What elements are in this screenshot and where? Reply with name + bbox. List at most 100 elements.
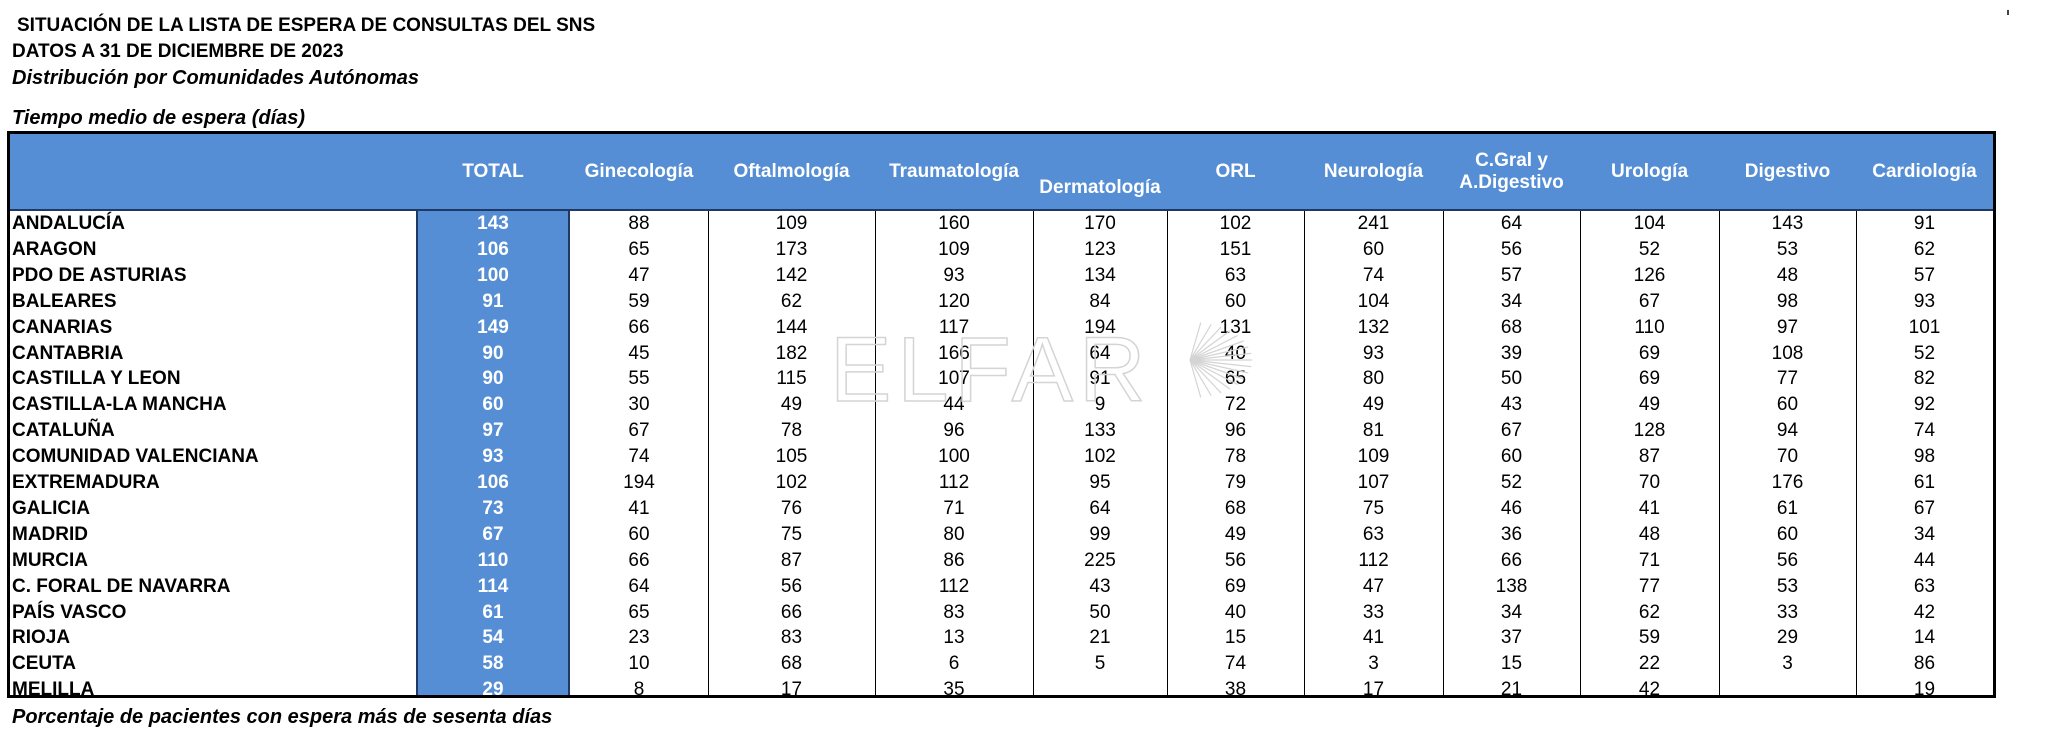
value-cell: 65	[1224, 368, 1247, 390]
table-row: GALICIA 73 41 76 71 64 68 75 46 41 61 67	[10, 496, 1993, 522]
column-divider	[1856, 211, 1857, 695]
value-cell: 63	[1362, 523, 1385, 545]
total-value: 110	[477, 549, 509, 571]
value-cell: 42	[1913, 601, 1936, 623]
value-cell: 34	[1500, 601, 1523, 623]
region-name: MADRID	[12, 523, 88, 545]
value-cell: 66	[780, 601, 803, 623]
value-cell: 128	[1633, 420, 1666, 442]
value-cell: 67	[1500, 420, 1523, 442]
value-cell: 66	[1500, 549, 1523, 571]
total-value: 97	[482, 420, 504, 442]
value-cell: 46	[1500, 497, 1523, 519]
value-cell: 142	[775, 264, 808, 286]
value-cell: 40	[1224, 601, 1247, 623]
column-header: Ginecología	[584, 160, 694, 182]
value-cell: 143	[1771, 213, 1804, 234]
value-cell: 40	[1224, 342, 1247, 364]
value-cell: 134	[1084, 264, 1116, 286]
value-cell: 112	[1358, 549, 1389, 571]
value-cell: 17	[780, 679, 803, 701]
table-row: EXTREMADURA 106 194 102 112 95 79 107 52 70 176 61	[10, 470, 1993, 496]
value-cell: 34	[1913, 523, 1936, 545]
value-cell: 88	[628, 213, 650, 234]
table-row: CEUTA 58 10 68 6 5 74 3 15 22 3 86	[10, 651, 1993, 677]
value-cell: 44	[1913, 549, 1936, 571]
value-cell: 83	[780, 627, 803, 649]
value-cell: 47	[1362, 575, 1385, 597]
value-cell: 64	[1500, 213, 1523, 234]
region-name: PDO DE ASTURIAS	[12, 264, 187, 286]
value-cell: 21	[1500, 679, 1523, 701]
total-value: 143	[477, 213, 509, 234]
region-name: ARAGON	[12, 238, 97, 260]
column-header: ORL	[1215, 160, 1256, 182]
value-cell: 176	[1771, 472, 1804, 493]
value-cell: 107	[1357, 472, 1390, 493]
value-cell: 34	[1500, 290, 1523, 312]
stray-mark	[2007, 10, 2009, 15]
value-cell: 45	[628, 342, 650, 364]
value-cell: 64	[628, 575, 650, 597]
value-cell: 49	[1224, 523, 1247, 545]
region-name: RIOJA	[12, 627, 71, 649]
value-cell: 70	[1776, 446, 1799, 468]
value-cell: 112	[938, 472, 970, 493]
value-cell: 108	[1771, 342, 1804, 364]
value-cell	[1719, 677, 1856, 703]
value-cell: 80	[943, 523, 965, 545]
table-row: PAÍS VASCO 61 65 66 83 50 40 33 34 62 33 42	[10, 600, 1993, 626]
value-cell: 48	[1776, 264, 1799, 286]
column-divider	[1033, 211, 1034, 695]
table-row: COMUNIDAD VALENCIANA 93 74 105 100 102 78 109 60…	[10, 444, 1993, 470]
value-cell: 107	[938, 368, 970, 390]
table-row: RIOJA 54 23 83 13 21 15 41 37 59 29 14	[10, 625, 1993, 651]
value-cell: 72	[1224, 394, 1247, 416]
value-cell: 59	[628, 290, 650, 312]
value-cell: 74	[1362, 264, 1385, 286]
region-name: MURCIA	[12, 549, 88, 571]
value-cell: 8	[633, 679, 645, 701]
total-value: 106	[477, 472, 509, 493]
value-cell: 115	[776, 368, 807, 390]
value-cell: 68	[1500, 316, 1523, 338]
value-cell: 96	[1224, 420, 1247, 442]
value-cell: 78	[1224, 446, 1247, 468]
value-cell: 98	[1776, 290, 1799, 312]
value-cell: 77	[1638, 575, 1661, 597]
value-cell: 62	[1913, 238, 1936, 260]
total-value: 100	[477, 264, 509, 286]
region-name: BALEARES	[12, 290, 117, 312]
value-cell: 78	[780, 420, 803, 442]
value-cell: 59	[1638, 627, 1661, 649]
value-cell: 87	[1638, 446, 1661, 468]
value-cell: 144	[775, 316, 808, 338]
value-cell: 95	[1089, 472, 1111, 493]
value-cell: 74	[1913, 420, 1936, 442]
value-cell: 101	[1908, 316, 1941, 338]
value-cell: 67	[1638, 290, 1661, 312]
value-cell: 47	[628, 264, 650, 286]
region-name: COMUNIDAD VALENCIANA	[12, 446, 259, 468]
value-cell: 241	[1357, 213, 1390, 234]
value-cell: 17	[1362, 679, 1385, 701]
value-cell: 109	[1357, 446, 1390, 468]
value-cell: 166	[938, 342, 970, 364]
table-row: MADRID 67 60 75 80 99 49 63 36 48 60 34	[10, 522, 1993, 548]
value-cell: 109	[775, 213, 808, 234]
total-value: 73	[482, 497, 504, 519]
value-cell: 112	[938, 575, 970, 597]
value-cell: 98	[1913, 446, 1936, 468]
value-cell: 97	[1776, 316, 1799, 338]
value-cell: 48	[1638, 523, 1661, 545]
table-row: CANARIAS 149 66 144 117 194 131 132 68 110 97 101	[10, 315, 1993, 341]
column-divider	[1580, 211, 1581, 695]
table-row: MELILLA 29 8 17 35 38 17 21 42 19	[10, 677, 1993, 703]
column-header: Oftalmología	[733, 160, 850, 182]
value-cell: 56	[780, 575, 803, 597]
total-value: 93	[482, 446, 504, 468]
value-cell: 105	[775, 446, 808, 468]
value-cell: 37	[1500, 627, 1523, 649]
column-divider	[1304, 211, 1305, 695]
footer-section-title: Porcentaje de pacientes con espera más d…	[12, 706, 553, 728]
